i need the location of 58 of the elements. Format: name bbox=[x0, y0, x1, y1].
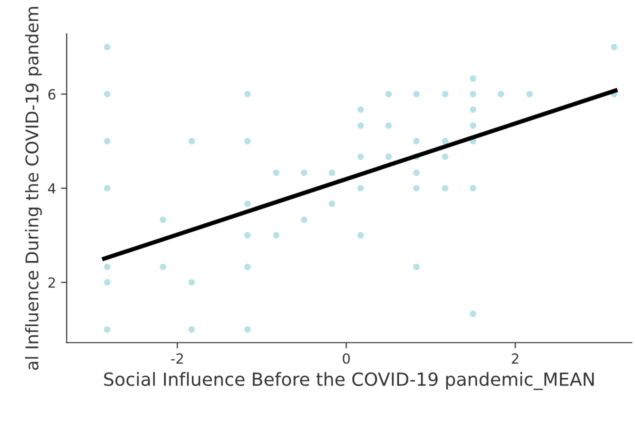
point bbox=[244, 200, 251, 208]
point bbox=[385, 90, 392, 98]
point bbox=[442, 138, 448, 144]
y-axis-title: al Influence During the COVID-19 pandem bbox=[25, 7, 42, 370]
point bbox=[272, 232, 280, 239]
point bbox=[160, 264, 166, 270]
point bbox=[470, 90, 476, 98]
point bbox=[357, 153, 364, 160]
point bbox=[610, 44, 618, 50]
point bbox=[357, 184, 364, 192]
point bbox=[413, 264, 420, 270]
point bbox=[104, 138, 110, 144]
point bbox=[104, 279, 110, 286]
point bbox=[104, 326, 110, 333]
point bbox=[526, 90, 533, 98]
point bbox=[300, 169, 308, 176]
point bbox=[470, 310, 476, 318]
y-tick-label: 2 bbox=[48, 277, 55, 288]
point bbox=[385, 153, 392, 160]
point bbox=[244, 232, 251, 239]
point bbox=[188, 326, 195, 333]
point bbox=[413, 90, 420, 98]
point bbox=[104, 90, 110, 98]
point bbox=[357, 232, 364, 239]
point bbox=[442, 184, 448, 192]
x-tick-label: 2 bbox=[512, 353, 518, 364]
point bbox=[357, 106, 364, 113]
point bbox=[470, 184, 476, 192]
y-tick-label: 6 bbox=[48, 89, 56, 100]
x-tick-label: -2 bbox=[171, 353, 183, 364]
point bbox=[104, 44, 110, 50]
point bbox=[104, 264, 110, 270]
point bbox=[470, 75, 476, 82]
point bbox=[244, 90, 251, 98]
point bbox=[104, 184, 110, 192]
point bbox=[442, 153, 448, 160]
point bbox=[413, 184, 420, 192]
point bbox=[498, 90, 504, 98]
x-tick-label: 0 bbox=[342, 353, 350, 364]
point bbox=[328, 200, 336, 208]
point bbox=[385, 122, 392, 129]
point bbox=[160, 216, 166, 224]
point bbox=[272, 169, 280, 176]
point bbox=[300, 216, 308, 224]
point bbox=[188, 138, 195, 144]
point bbox=[328, 169, 336, 176]
point bbox=[470, 122, 476, 129]
y-tick-label: 4 bbox=[48, 183, 56, 194]
x-axis-title: Social Influence Before the COVID-19 pandemic_MEAN bbox=[104, 372, 594, 390]
point bbox=[244, 264, 251, 270]
point bbox=[413, 138, 420, 144]
point bbox=[244, 138, 251, 144]
point bbox=[442, 90, 448, 98]
point bbox=[413, 169, 420, 176]
point bbox=[357, 122, 364, 129]
point bbox=[244, 326, 251, 333]
point bbox=[188, 279, 195, 286]
point bbox=[470, 106, 476, 113]
